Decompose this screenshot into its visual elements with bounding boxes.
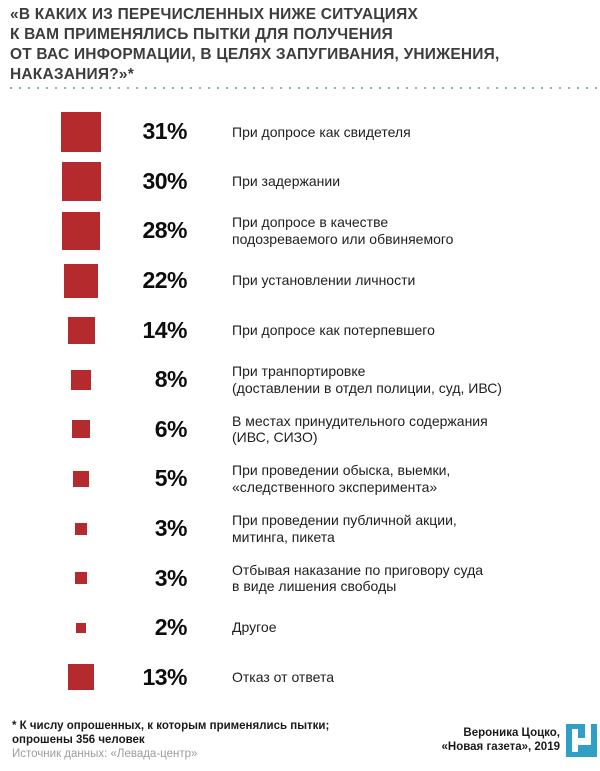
value-square-marker: [64, 263, 98, 298]
chart-row: 14% При допросе как потерпевшего: [0, 305, 600, 355]
value-percent: 6%: [154, 415, 188, 442]
value-percent: 2%: [154, 614, 188, 641]
value-square-marker: [76, 622, 86, 633]
author-credit: Вероника Цоцко, «Новая газета», 2019: [441, 727, 560, 753]
value-square-marker: [73, 470, 89, 487]
marker-cell: [21, 405, 141, 455]
marker-cell: [21, 603, 141, 653]
marker-cell: [21, 454, 141, 504]
chart-row: 2% Другое: [0, 603, 600, 653]
chart-row: 3% Отбывая наказание по приговору суда в…: [0, 553, 600, 603]
category-label: Отказ от ответа: [232, 669, 334, 686]
marker-cell: [21, 305, 141, 355]
value-percent: 5%: [154, 465, 188, 492]
value-square-marker: [75, 572, 87, 585]
category-label: При допросе в качестве подозреваемого ил…: [232, 214, 454, 247]
value-percent: 28%: [142, 217, 187, 244]
category-label: При проведении обыска, выемки, «следстве…: [232, 462, 451, 495]
category-label: При задержании: [232, 173, 341, 190]
marker-cell: [21, 206, 141, 256]
footnote-text: * К числу опрошенных, к которым применял…: [12, 720, 330, 746]
footer: * К числу опрошенных, к которым применял…: [12, 719, 597, 761]
chart-row: 6% В местах принудительного содержания (…: [0, 405, 600, 455]
marker-cell: [21, 256, 141, 306]
value-percent: 14%: [142, 316, 187, 343]
value-percent: 31%: [142, 118, 187, 145]
marker-cell: [21, 355, 141, 405]
category-label: При проведении публичной акции, митинга,…: [232, 512, 457, 545]
value-square-marker: [67, 316, 95, 344]
survey-question-title: «В КАКИХ ИЗ ПЕРЕЧИСЛЕННЫХ НИЖЕ СИТУАЦИЯХ…: [10, 6, 500, 83]
chart-row: 31% При допросе как свидетеля: [0, 107, 600, 157]
value-percent: 3%: [154, 564, 188, 591]
marker-cell: [21, 157, 141, 207]
chart-row: 30% При задержании: [0, 157, 600, 207]
category-label: При транпортировке (доставлении в отдел …: [232, 363, 502, 396]
value-percent: 3%: [154, 515, 188, 542]
value-square-marker: [61, 111, 101, 152]
marker-cell: [21, 653, 141, 703]
category-label: При допросе как потерпевшего: [232, 321, 435, 338]
logo-letter-crossbar: [572, 738, 591, 745]
category-label: В местах принудительного содержания (ИВС…: [232, 412, 488, 446]
square-pictogram-chart: 31% При допросе как свидетеля 30% При за…: [0, 107, 600, 702]
value-square-marker: [62, 211, 100, 250]
chart-row: 8% При транпортировке (доставлении в отд…: [0, 355, 600, 405]
logo-letter-right-stem: [585, 724, 591, 745]
value-percent: 8%: [154, 366, 188, 393]
chart-row: 22% При установлении личности: [0, 256, 600, 306]
marker-cell: [21, 504, 141, 554]
category-label: Отбывая наказание по приговору суда в ви…: [232, 561, 484, 595]
footnote-block: * К числу опрошенных, к которым применял…: [12, 719, 329, 761]
chart-row: 28% При допросе в качестве подозреваемог…: [0, 206, 600, 256]
marker-cell: [21, 107, 141, 157]
dotted-divider: [10, 87, 600, 89]
value-percent: 13%: [142, 663, 187, 690]
chart-row: 13% Отказ от ответа: [0, 653, 600, 703]
marker-cell: [21, 553, 141, 603]
data-source-text: Источник данных: «Левада-центр»: [12, 748, 198, 760]
chart-row: 3% При проведении публичной акции, митин…: [0, 504, 600, 554]
novaya-gazeta-logo-icon: [566, 724, 597, 757]
value-square-marker: [72, 420, 90, 439]
value-percent: 22%: [142, 267, 187, 294]
category-label: При допросе как свидетеля: [232, 123, 411, 140]
value-square-marker: [61, 161, 101, 201]
category-label: Другое: [232, 619, 277, 636]
value-square-marker: [71, 369, 91, 390]
category-label: При установлении личности: [232, 272, 416, 289]
value-square-marker: [75, 522, 87, 535]
chart-row: 5% При проведении обыска, выемки, «следс…: [0, 454, 600, 504]
value-square-marker: [68, 664, 94, 691]
value-percent: 30%: [142, 167, 187, 194]
